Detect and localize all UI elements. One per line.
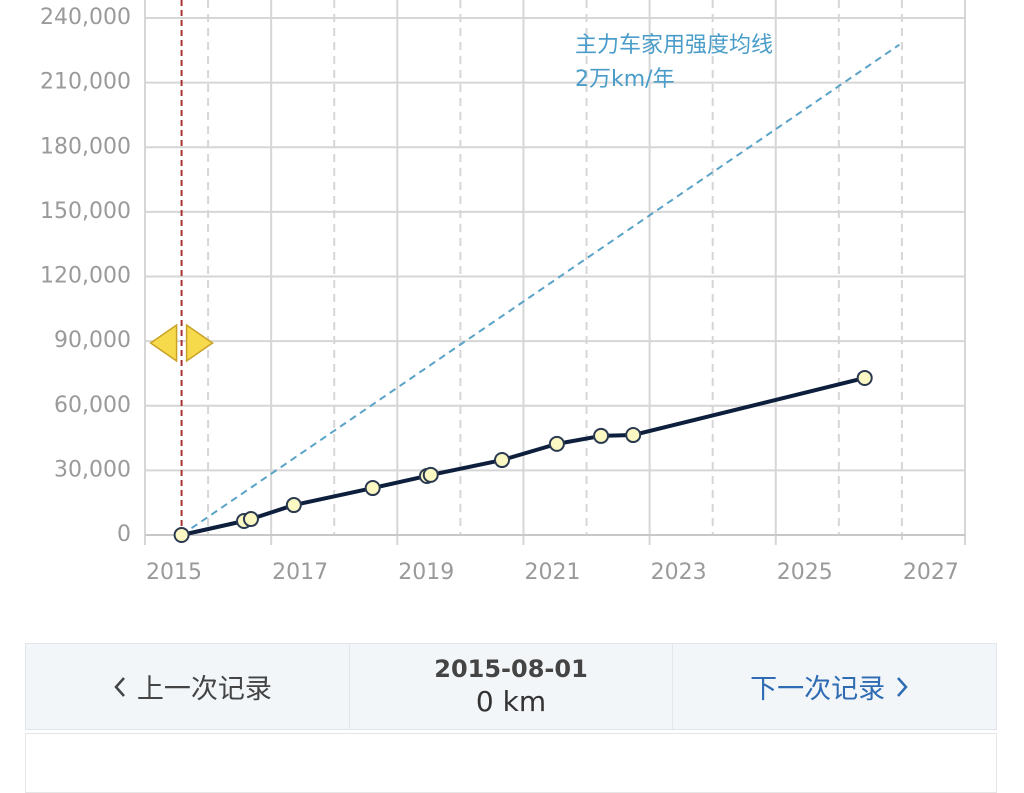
x-tick-label: 2025 [777,560,833,585]
record-date: 2015-08-01 [434,655,588,683]
y-tick-label: 210,000 [40,70,131,95]
point [242,511,259,528]
x-tick-label: 2023 [651,560,707,585]
point [285,497,302,514]
point [625,427,642,444]
y-tick-label: 240,000 [40,5,131,30]
x-tick-label: 2021 [524,560,580,585]
y-tick-label: 180,000 [40,134,131,159]
drag-handle-left [149,323,178,363]
page: {"chart_data": {"type": "line", "annotat… [25,0,997,793]
record-detail-panel [25,733,997,793]
annotation: 2万km/年 [575,67,675,92]
y-tick-label: 60,000 [54,393,131,418]
x-tick-label: 2017 [272,560,328,585]
next-label: 下一次记录 [750,674,886,705]
chevron-right [897,676,908,697]
next-button[interactable]: 下一次记录 [673,644,996,729]
record-distance: 0 km [475,685,547,718]
drag-handle-right [185,323,214,363]
point [364,480,381,497]
point [173,527,190,543]
prev-label: 上一次记录 [136,674,272,705]
point [856,369,873,386]
y-tick-label: 120,000 [40,264,131,289]
prev-button[interactable]: 上一次记录 [26,644,349,729]
x-tick-label: 2015 [146,560,202,585]
point [593,427,610,444]
reference-line [181,43,900,536]
y-tick-label: 150,000 [40,199,131,224]
chevron-left [114,676,125,697]
x-tick-label: 2019 [398,560,454,585]
current-record: 2015-08-01 0 km [348,644,674,729]
y-tick-label: 30,000 [54,457,131,482]
point [422,466,439,483]
record-navigation: 上一次记录 2015-08-01 0 km 下一次记录 [25,643,997,730]
point [494,452,511,469]
y-tick-label: 90,000 [54,328,131,353]
y-tick-label: 0 [117,522,131,547]
annotation: 主力车家用强度均线 [575,33,773,58]
chart: 0 30,000 60,000 90,000 120,000 150,000 180,000… [40,0,966,585]
x-tick-label: 2027 [903,560,959,585]
point [548,435,565,452]
